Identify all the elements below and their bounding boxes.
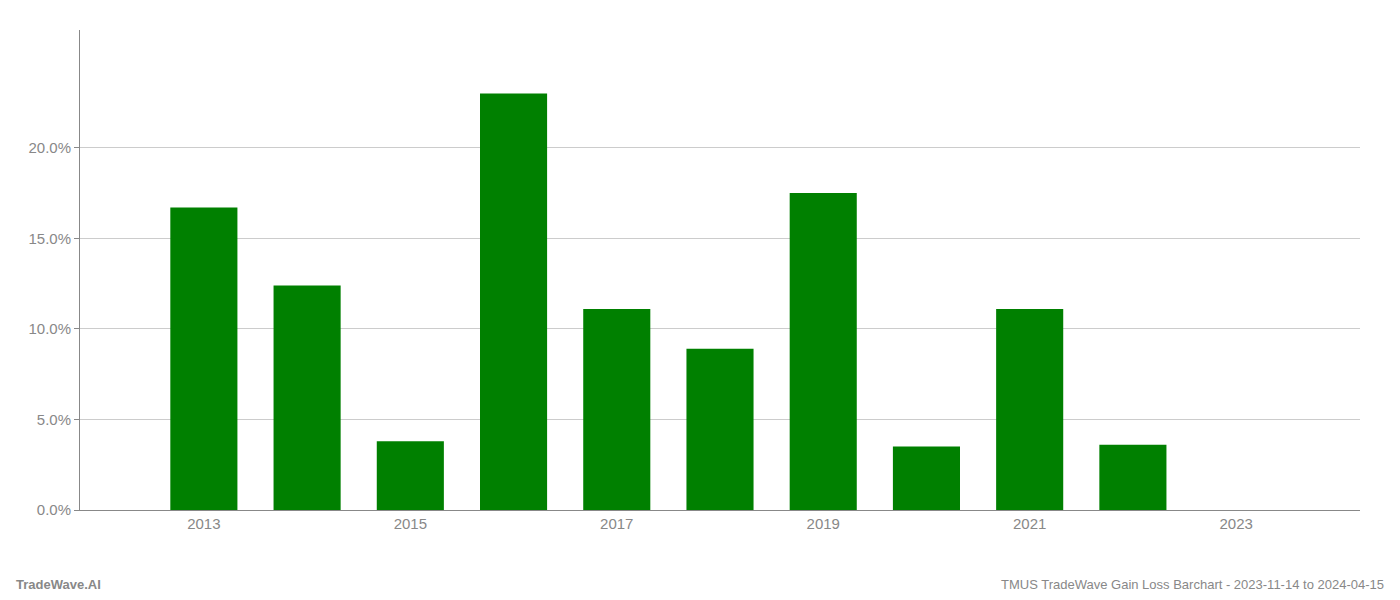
svg-text:2013: 2013 [187,515,220,532]
svg-text:2021: 2021 [1013,515,1046,532]
svg-text:5.0%: 5.0% [37,411,71,428]
svg-text:2017: 2017 [600,515,633,532]
svg-text:TradeWave.AI: TradeWave.AI [16,577,101,592]
svg-text:20.0%: 20.0% [28,139,71,156]
svg-text:2015: 2015 [394,515,427,532]
svg-text:0.0%: 0.0% [37,501,71,518]
svg-text:2019: 2019 [807,515,840,532]
svg-text:10.0%: 10.0% [28,320,71,337]
svg-text:15.0%: 15.0% [28,230,71,247]
svg-text:TMUS TradeWave Gain Loss Barch: TMUS TradeWave Gain Loss Barchart - 2023… [1001,577,1384,592]
svg-text:2023: 2023 [1219,515,1252,532]
